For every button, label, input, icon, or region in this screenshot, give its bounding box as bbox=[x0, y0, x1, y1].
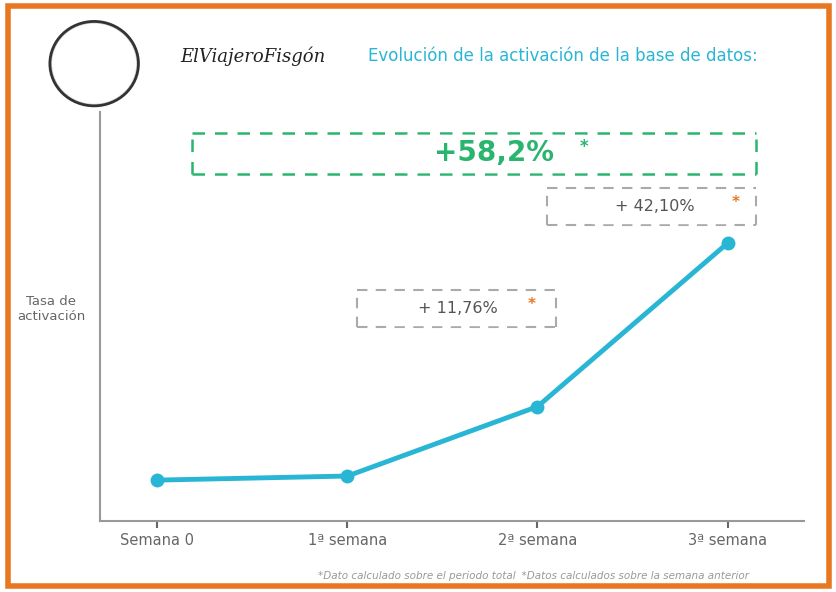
Text: + 11,76%: + 11,76% bbox=[417, 301, 497, 316]
Text: *Datos calculados sobre la semana anterior: *Datos calculados sobre la semana anteri… bbox=[514, 571, 748, 581]
Text: *: * bbox=[528, 297, 535, 312]
Text: + 42,10%: + 42,10% bbox=[614, 199, 694, 214]
Text: *: * bbox=[579, 138, 587, 156]
Circle shape bbox=[50, 21, 138, 106]
FancyBboxPatch shape bbox=[590, 190, 732, 223]
Circle shape bbox=[53, 24, 135, 103]
Text: Evolución de la activación de la base de datos:: Evolución de la activación de la base de… bbox=[368, 47, 757, 65]
Text: *Dato calculado sobre el periodo total: *Dato calculado sobre el periodo total bbox=[318, 571, 515, 581]
Text: *: * bbox=[731, 195, 738, 210]
Y-axis label: Tasa de
activación: Tasa de activación bbox=[17, 295, 85, 323]
Text: ElViajeroFisgón: ElViajeroFisgón bbox=[180, 47, 325, 66]
FancyBboxPatch shape bbox=[404, 135, 584, 172]
Text: +58,2%: +58,2% bbox=[433, 139, 553, 168]
FancyBboxPatch shape bbox=[390, 292, 523, 325]
